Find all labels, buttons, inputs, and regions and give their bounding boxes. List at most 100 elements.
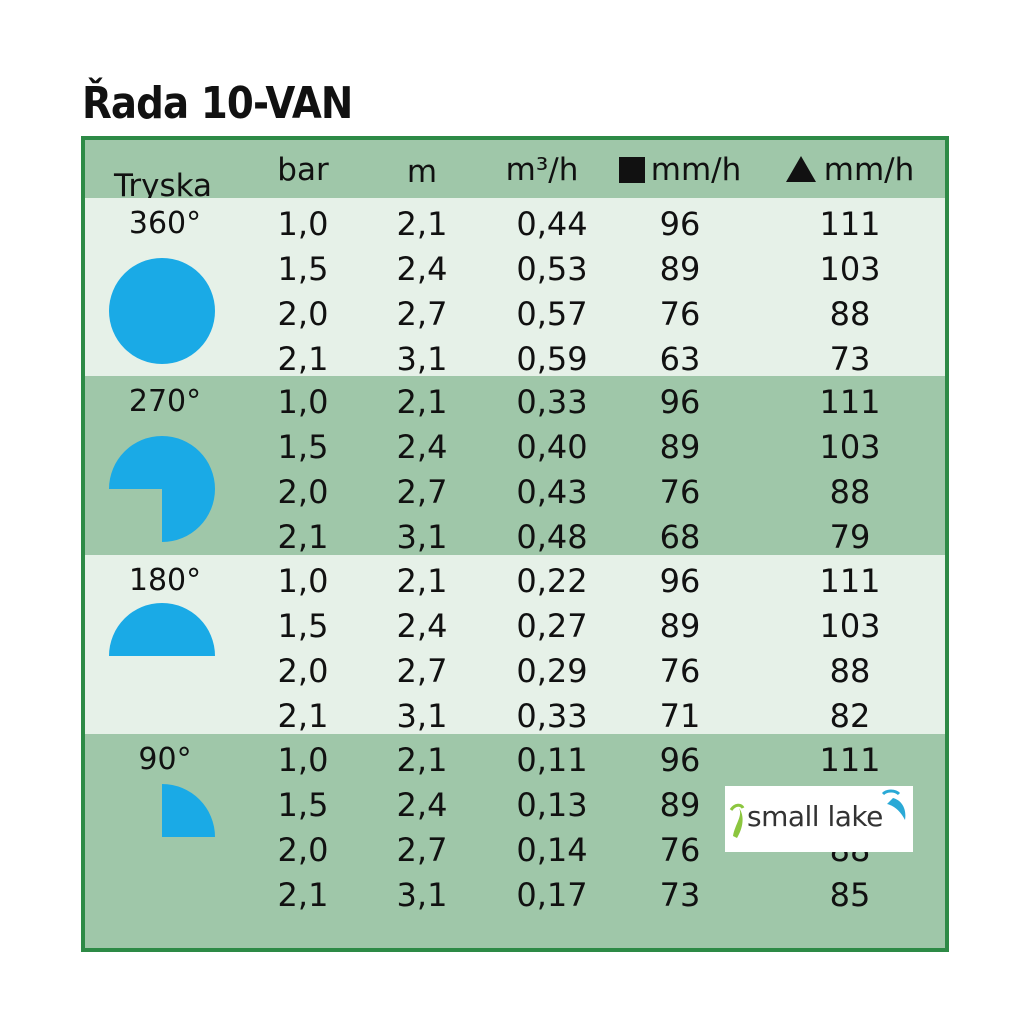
nozzle-angle: 90° <box>138 742 192 777</box>
square-icon <box>618 157 645 183</box>
nozzle-angle: 180° <box>128 563 202 598</box>
cell-flow: 0,27 <box>516 607 588 645</box>
watermark-logo: small lake <box>725 786 913 852</box>
cell-sq: 96 <box>659 383 701 421</box>
cell-sq: 76 <box>659 831 701 869</box>
cell-bar: 1,0 <box>277 383 329 421</box>
cell-m: 3,1 <box>396 876 448 914</box>
cell-tri: 111 <box>819 562 881 600</box>
header-triangle-rate: mm/h <box>775 150 925 190</box>
nozzle-table: Tryska bar m m³/h mm/h mm/h 360° 1,0 2,1 0,… <box>81 136 949 952</box>
cell-sq: 76 <box>659 652 701 690</box>
cell-flow: 0,40 <box>516 428 588 466</box>
cell-sq: 89 <box>659 607 701 645</box>
cell-tri: 111 <box>819 383 881 421</box>
cell-flow: 0,17 <box>516 876 588 914</box>
cell-m: 2,4 <box>396 607 448 645</box>
page-title: Řada 10-VAN <box>82 78 353 129</box>
cell-m: 2,4 <box>396 250 448 288</box>
cell-tri: 111 <box>819 741 881 779</box>
cell-sq: 96 <box>659 562 701 600</box>
cell-flow: 0,33 <box>516 697 588 735</box>
cell-bar: 1,5 <box>277 428 329 466</box>
cell-sq: 71 <box>659 697 701 735</box>
cell-sq: 89 <box>659 428 701 466</box>
cell-sq: 76 <box>659 295 701 333</box>
cell-m: 2,1 <box>396 383 448 421</box>
cell-sq: 89 <box>659 250 701 288</box>
nozzle-group: 360° 1,0 2,1 0,44 96 111 1,5 2,4 0,53 89 103 2,0 2,7… <box>85 198 945 378</box>
cell-m: 2,7 <box>396 831 448 869</box>
cell-tri: 82 <box>829 697 871 735</box>
cell-bar: 1,5 <box>277 786 329 824</box>
cell-m: 2,7 <box>396 473 448 511</box>
cell-flow: 0,14 <box>516 831 588 869</box>
cell-bar: 1,5 <box>277 250 329 288</box>
cell-tri: 73 <box>829 340 871 378</box>
header-square-rate-label: mm/h <box>650 152 742 188</box>
cell-tri: 103 <box>819 607 881 645</box>
cell-tri: 88 <box>829 473 871 511</box>
cell-bar: 2,1 <box>277 340 329 378</box>
cell-sq: 76 <box>659 473 701 511</box>
cell-bar: 2,1 <box>277 697 329 735</box>
cell-bar: 2,0 <box>277 295 329 333</box>
cell-m: 3,1 <box>396 340 448 378</box>
cell-m: 2,7 <box>396 652 448 690</box>
cell-m: 2,4 <box>396 428 448 466</box>
cell-bar: 2,1 <box>277 876 329 914</box>
quarter-circle-spray-icon <box>162 784 215 837</box>
header-m: m <box>406 154 438 190</box>
cell-tri: 79 <box>829 518 871 556</box>
cell-bar: 2,0 <box>277 831 329 869</box>
cell-tri: 88 <box>829 652 871 690</box>
cell-tri: 88 <box>829 295 871 333</box>
cell-m: 2,7 <box>396 295 448 333</box>
cell-flow: 0,57 <box>516 295 588 333</box>
cell-bar: 2,1 <box>277 518 329 556</box>
cell-bar: 1,0 <box>277 741 329 779</box>
cell-tri: 103 <box>819 428 881 466</box>
cell-bar: 1,0 <box>277 205 329 243</box>
cell-flow: 0,59 <box>516 340 588 378</box>
nozzle-angle: 360° <box>128 206 202 241</box>
cell-bar: 2,0 <box>277 473 329 511</box>
cell-flow: 0,33 <box>516 383 588 421</box>
cell-bar: 2,0 <box>277 652 329 690</box>
cell-m: 2,1 <box>396 562 448 600</box>
header-square-rate: mm/h <box>605 150 755 190</box>
cell-m: 3,1 <box>396 518 448 556</box>
nozzle-group: 180° 1,0 2,1 0,22 96 111 1,5 2,4 0,27 89 103 2,0 2,7… <box>85 555 945 735</box>
half-circle-spray-icon <box>109 603 215 656</box>
cell-m: 2,1 <box>396 205 448 243</box>
nozzle-group: 270° 1,0 2,1 0,33 96 111 1,5 2,4 0,40 89 103 2,0 2,7… <box>85 376 945 556</box>
cell-m: 2,4 <box>396 786 448 824</box>
cell-flow: 0,11 <box>516 741 588 779</box>
cell-sq: 96 <box>659 741 701 779</box>
header-bar: bar <box>277 152 329 188</box>
header-flow: m³/h <box>505 152 579 188</box>
cell-sq: 89 <box>659 786 701 824</box>
cell-sq: 73 <box>659 876 701 914</box>
cell-flow: 0,13 <box>516 786 588 824</box>
cell-flow: 0,22 <box>516 562 588 600</box>
fish-logo-icon <box>729 789 906 838</box>
cell-flow: 0,29 <box>516 652 588 690</box>
full-circle-spray-icon <box>109 258 215 364</box>
cell-tri: 111 <box>819 205 881 243</box>
cell-sq: 68 <box>659 518 701 556</box>
nozzle-angle: 270° <box>128 384 202 419</box>
cell-flow: 0,44 <box>516 205 588 243</box>
cell-sq: 63 <box>659 340 701 378</box>
triangle-icon <box>785 156 816 182</box>
cell-sq: 96 <box>659 205 701 243</box>
watermark-text: small lake <box>747 800 883 833</box>
cell-bar: 1,0 <box>277 562 329 600</box>
table-header: Tryska bar m m³/h mm/h mm/h <box>85 140 945 204</box>
cell-tri: 103 <box>819 250 881 288</box>
cell-tri: 85 <box>829 876 871 914</box>
cell-m: 3,1 <box>396 697 448 735</box>
cell-flow: 0,43 <box>516 473 588 511</box>
cell-flow: 0,48 <box>516 518 588 556</box>
cell-bar: 1,5 <box>277 607 329 645</box>
